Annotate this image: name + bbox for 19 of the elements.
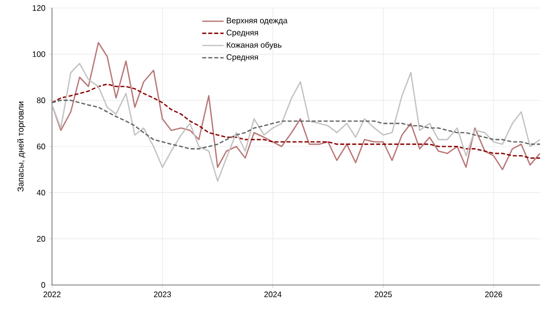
- y-tick-label: 60: [36, 144, 46, 150]
- legend-label: Средняя: [226, 30, 258, 37]
- x-tick-label: 2022: [44, 292, 60, 298]
- y-tick-label: 120: [32, 5, 46, 11]
- y-tick-label: 40: [36, 190, 46, 196]
- line-series: [52, 62, 540, 182]
- legend-label: Верхняя одежда: [226, 18, 288, 25]
- y-axis-title: Запасы, дней торговли: [17, 102, 26, 192]
- y-tick-label: 100: [32, 51, 46, 57]
- x-tick-label: 2023: [154, 292, 171, 298]
- line-series: [52, 42, 540, 170]
- y-tick-label: 0: [41, 282, 46, 288]
- x-tick-label: 2026: [485, 292, 502, 298]
- x-tick-label: 2025: [374, 292, 392, 298]
- legend-label: Средняя: [226, 54, 258, 62]
- x-tick-label: 2024: [264, 292, 282, 298]
- y-tick-label: 80: [36, 98, 46, 104]
- legend-label: Кожаная обувь: [226, 42, 282, 50]
- y-tick-label: 20: [36, 236, 46, 242]
